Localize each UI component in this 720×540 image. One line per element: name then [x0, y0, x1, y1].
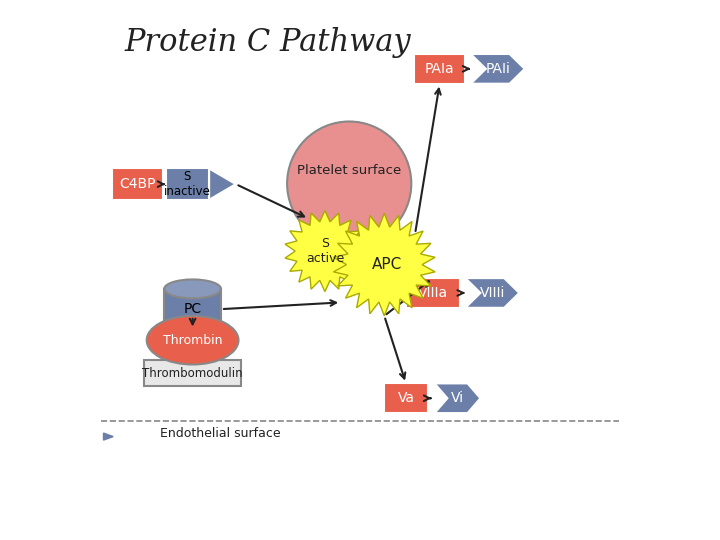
Text: VIIIa: VIIIa — [418, 286, 448, 300]
Text: Platelet surface: Platelet surface — [297, 164, 401, 177]
FancyBboxPatch shape — [414, 54, 465, 84]
Text: PAIi: PAIi — [485, 62, 510, 76]
Text: S
inactive: S inactive — [164, 170, 211, 198]
Polygon shape — [465, 278, 519, 308]
Text: PAIa: PAIa — [425, 62, 454, 76]
Text: S
active: S active — [306, 237, 344, 265]
Text: C4BP: C4BP — [119, 177, 156, 191]
Text: PC: PC — [184, 302, 202, 316]
FancyBboxPatch shape — [144, 360, 241, 386]
Text: Endothelial surface: Endothelial surface — [160, 427, 281, 440]
Polygon shape — [435, 383, 480, 413]
FancyBboxPatch shape — [384, 383, 428, 413]
Text: Protein C Pathway: Protein C Pathway — [125, 27, 412, 58]
Polygon shape — [471, 54, 525, 84]
Polygon shape — [333, 213, 435, 316]
Polygon shape — [285, 211, 365, 292]
Ellipse shape — [164, 280, 221, 298]
Text: VIIIi: VIIIi — [480, 286, 505, 300]
FancyBboxPatch shape — [406, 278, 460, 308]
Text: Vi: Vi — [451, 392, 464, 405]
Polygon shape — [104, 433, 113, 440]
Ellipse shape — [147, 316, 238, 364]
Text: Thrombomodulin: Thrombomodulin — [143, 367, 243, 380]
Text: Thrombin: Thrombin — [163, 334, 222, 347]
FancyBboxPatch shape — [164, 289, 221, 329]
FancyBboxPatch shape — [166, 168, 209, 200]
Text: Va: Va — [397, 392, 415, 405]
Polygon shape — [209, 168, 236, 200]
Ellipse shape — [287, 122, 411, 246]
FancyBboxPatch shape — [112, 168, 163, 200]
Text: APC: APC — [372, 257, 402, 272]
